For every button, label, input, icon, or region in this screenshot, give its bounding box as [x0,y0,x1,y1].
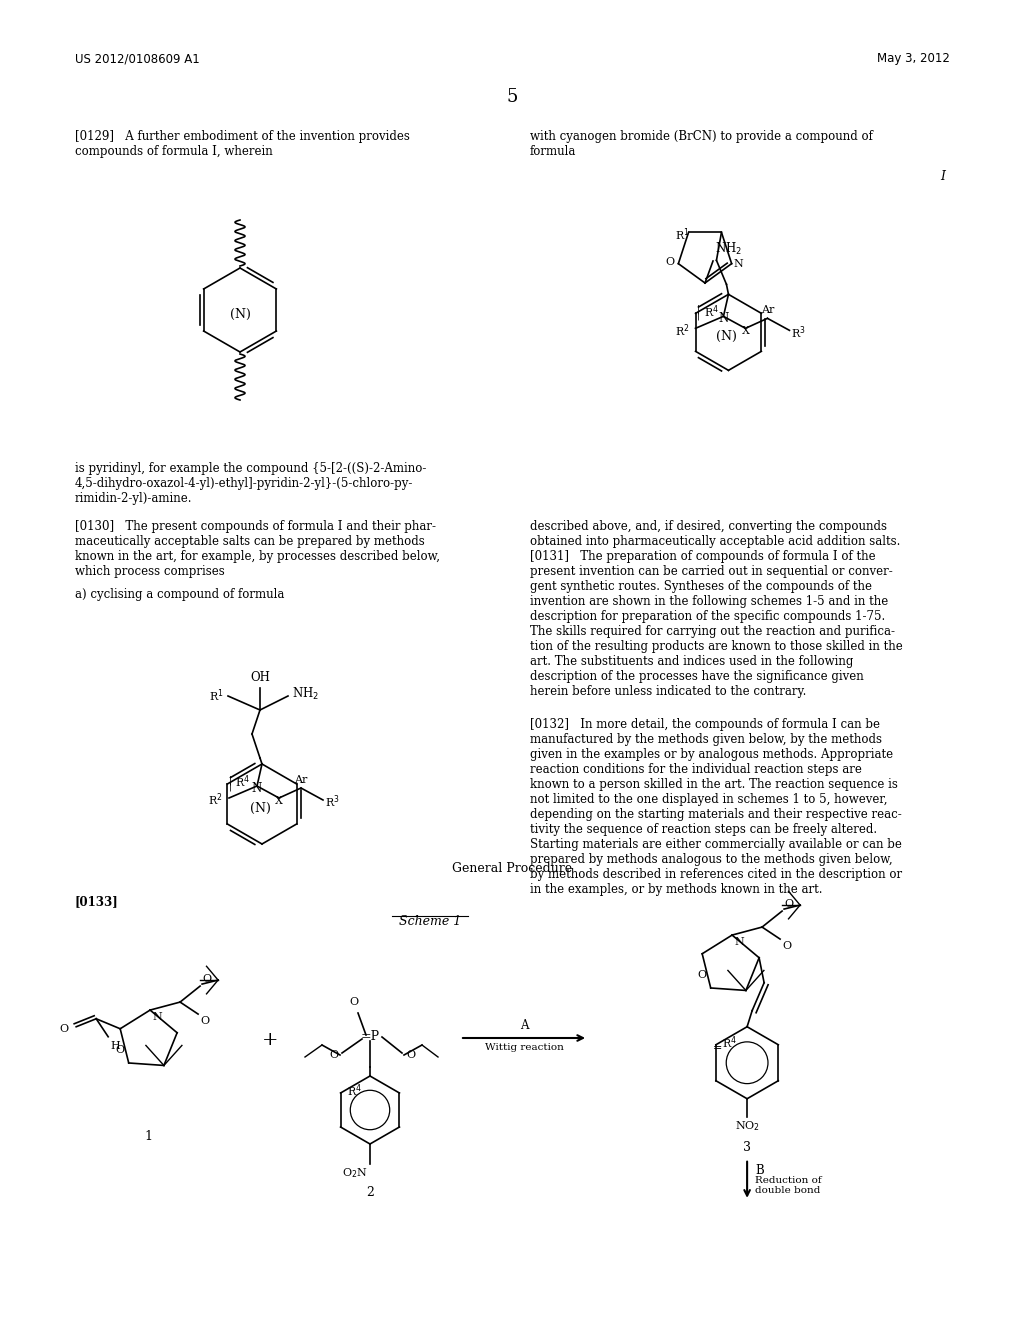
Text: [0133]: [0133] [75,895,119,908]
Text: X: X [741,326,750,337]
Text: (N): (N) [716,330,737,343]
Text: General Procedure: General Procedure [452,862,572,875]
Text: O: O [697,970,707,979]
Text: |: | [697,305,700,314]
Text: N: N [733,259,743,269]
Text: Scheme 1: Scheme 1 [399,915,461,928]
Text: R$^3$: R$^3$ [792,323,806,341]
Text: NH$_2$: NH$_2$ [715,242,742,257]
Text: |: | [228,775,232,785]
Text: +: + [262,1031,279,1049]
Text: X: X [275,796,283,807]
Text: =: = [714,1043,723,1053]
Text: N: N [734,937,743,946]
Text: (N): (N) [229,308,251,321]
Text: OH: OH [250,671,270,684]
Text: 1: 1 [144,1130,152,1143]
Text: R$^4$: R$^4$ [236,774,251,791]
Text: O: O [116,1045,125,1055]
Text: 3: 3 [743,1140,752,1154]
Text: N: N [252,781,262,795]
Text: NH$_2$: NH$_2$ [292,686,319,702]
Text: R$^3$: R$^3$ [325,793,340,810]
Text: Ar: Ar [294,775,307,785]
Text: R$^1$: R$^1$ [675,226,689,243]
Text: 2: 2 [366,1185,374,1199]
Text: O: O [59,1024,69,1034]
Text: Wittig reaction: Wittig reaction [484,1043,563,1052]
Text: is pyridinyl, for example the compound {5-[2-((S)-2-Amino-
4,5-dihydro-oxazol-4-: is pyridinyl, for example the compound {… [75,462,426,506]
Text: R$^1$: R$^1$ [209,688,224,705]
Text: I: I [940,170,945,183]
Text: (N): (N) [250,801,270,814]
Text: R$^4$: R$^4$ [722,1035,737,1051]
Text: Ar: Ar [761,305,774,315]
Text: H: H [111,1040,120,1051]
Text: O: O [202,974,211,985]
Text: NO$_2$: NO$_2$ [734,1119,760,1133]
Text: R$^4$: R$^4$ [346,1082,361,1100]
Text: [0129]   A further embodiment of the invention provides
compounds of formula I, : [0129] A further embodiment of the inven… [75,129,410,158]
Text: 5: 5 [506,88,518,106]
Text: a) cyclising a compound of formula: a) cyclising a compound of formula [75,587,285,601]
Text: R$^2$: R$^2$ [675,322,689,339]
Text: [0132]   In more detail, the compounds of formula I can be
manufactured by the m: [0132] In more detail, the compounds of … [530,718,902,896]
Text: described above, and, if desired, converting the compounds
obtained into pharmac: described above, and, if desired, conver… [530,520,903,698]
Text: US 2012/0108609 A1: US 2012/0108609 A1 [75,51,200,65]
Text: O: O [784,899,794,909]
Text: B: B [755,1164,764,1176]
Text: May 3, 2012: May 3, 2012 [878,51,950,65]
Text: O: O [200,1016,209,1026]
Text: R$^4$: R$^4$ [703,304,719,319]
Text: |: | [697,310,700,319]
Text: |: | [228,781,232,791]
Text: N: N [718,312,729,325]
Text: O: O [349,997,358,1007]
Text: with cyanogen bromide (BrCN) to provide a compound of
formula: with cyanogen bromide (BrCN) to provide … [530,129,872,158]
Text: [0130]   The present compounds of formula I and their phar-
maceutically accepta: [0130] The present compounds of formula … [75,520,440,578]
Text: O: O [782,941,792,952]
Text: O: O [329,1049,338,1060]
Text: Reduction of
double bond: Reduction of double bond [755,1176,821,1195]
Text: A: A [520,1019,528,1032]
Text: R$^2$: R$^2$ [208,792,223,808]
Text: =P: =P [360,1031,380,1044]
Text: N: N [153,1012,162,1022]
Text: O$_2$N: O$_2$N [342,1166,368,1180]
Text: O: O [406,1049,415,1060]
Text: O: O [666,256,675,267]
